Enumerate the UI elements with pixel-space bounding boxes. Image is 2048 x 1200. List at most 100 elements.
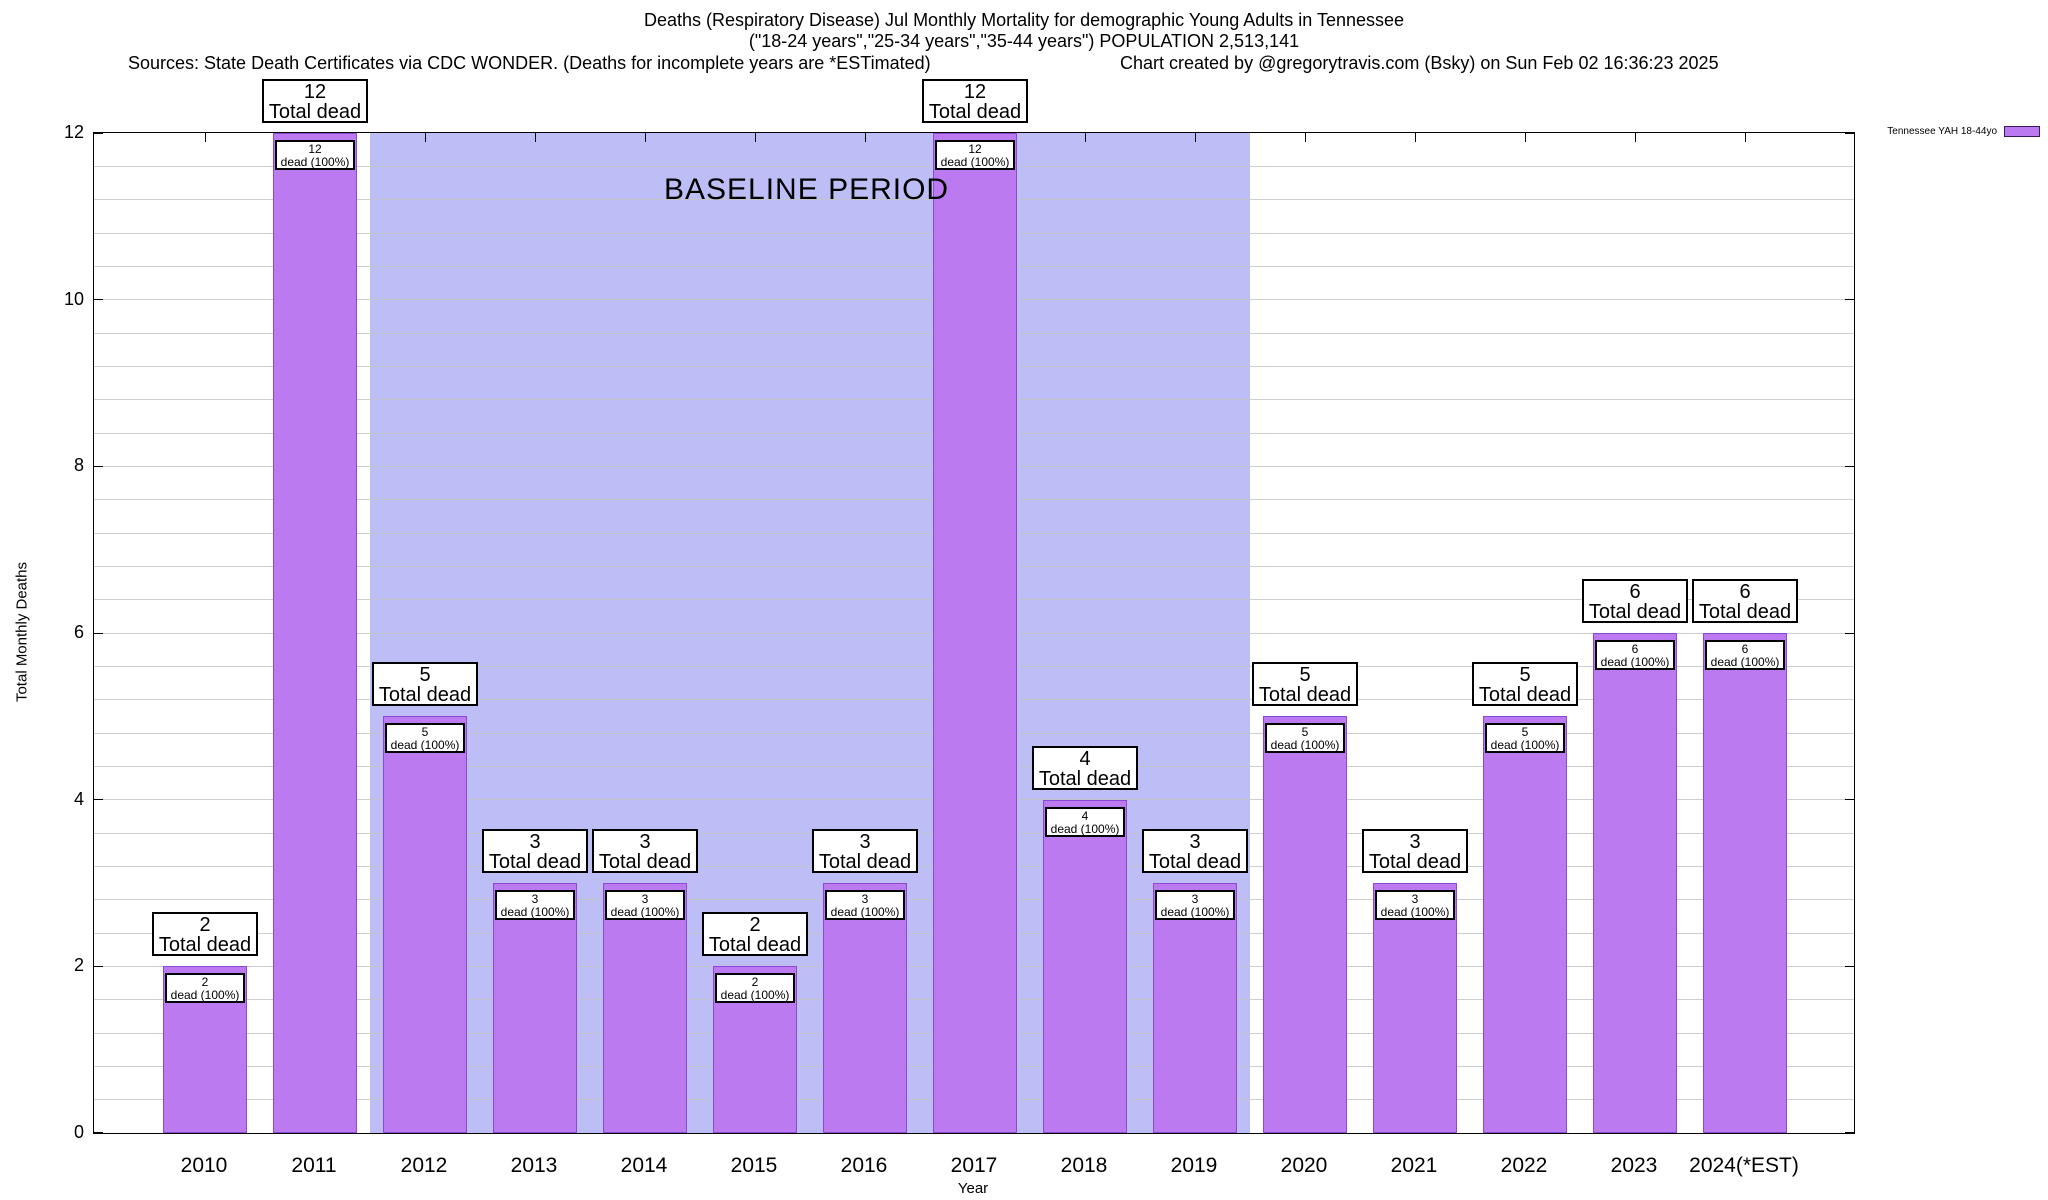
bar-value-label: 3 dead (100%) (1155, 890, 1235, 920)
y-axis-label-4: 4 (73, 788, 84, 809)
x-axis-label-2024(*EST): 2024(*EST) (1689, 1154, 1799, 1177)
bar-2021: 3 dead (100%) (1373, 883, 1457, 1133)
total-dead-label: 12 Total dead (262, 79, 368, 123)
total-dead-value: 12 (963, 81, 987, 103)
x-axis-label-2018: 2018 (1060, 1154, 1108, 1177)
total-dead-value: 6 (1739, 581, 1751, 603)
bar-value: 5 (1521, 725, 1529, 740)
total-dead-caption: Total dead (158, 934, 252, 957)
x-tick-mark (1304, 133, 1306, 142)
x-tick-mark (534, 133, 536, 142)
bar-2013: 3 dead (100%) (493, 883, 577, 1133)
legend: Tennessee YAH 18-44yo (1887, 126, 2040, 137)
bar-value: 2 (201, 975, 209, 990)
bar-value-label: 12 dead (100%) (935, 140, 1015, 170)
bar-value-label: 5 dead (100%) (1265, 723, 1345, 754)
bar-value: 4 (1081, 808, 1089, 823)
bar-value-label: 4 dead (100%) (1045, 806, 1125, 837)
total-dead-caption: Total dead (1478, 684, 1572, 707)
y-tick-mark (1845, 465, 1854, 467)
total-dead-value: 5 (1519, 664, 1531, 687)
bar-2014: 3 dead (100%) (603, 883, 687, 1133)
total-dead-value: 2 (749, 914, 761, 937)
total-dead-caption: Total dead (1698, 601, 1792, 623)
baseline-period-label: BASELINE PERIOD (664, 173, 950, 206)
total-dead-caption: Total dead (1368, 851, 1462, 873)
x-axis-label-2011: 2011 (291, 1154, 337, 1177)
y-tick-mark (94, 299, 103, 301)
x-axis-label-2014: 2014 (620, 1154, 668, 1177)
bar-value: 3 (1191, 892, 1199, 906)
y-tick-mark (94, 133, 103, 134)
y-tick-mark (1845, 299, 1854, 301)
bar-value: 6 (1631, 642, 1639, 656)
y-tick-mark (1845, 1132, 1854, 1133)
bar-value-caption: dead (100%) (390, 738, 460, 753)
bar-value: 3 (641, 892, 649, 906)
x-tick-mark (1414, 133, 1416, 142)
bar-value-caption: dead (100%) (280, 155, 350, 169)
x-axis-label-2017: 2017 (950, 1154, 998, 1177)
bar-2016: 3 dead (100%) (823, 883, 907, 1133)
bar-2022: 5 dead (100%) (1483, 716, 1567, 1133)
total-dead-label: 3 Total dead (1142, 829, 1248, 873)
bar-value-caption: dead (100%) (610, 905, 680, 919)
bar-value: 3 (531, 892, 539, 906)
bar-2015: 2 dead (100%) (713, 966, 797, 1133)
total-dead-value: 2 (199, 914, 211, 937)
bar-value: 5 (421, 725, 429, 740)
bar-2024(*EST): 6 dead (100%) (1703, 633, 1787, 1133)
sources-note: Sources: State Death Certificates via CD… (128, 53, 931, 73)
bar-value: 2 (751, 975, 759, 990)
x-axis-label-2015: 2015 (730, 1154, 778, 1177)
bar-value: 3 (861, 892, 869, 906)
bar-value-caption: dead (100%) (1160, 905, 1230, 919)
credit-note: Chart created by @gregorytravis.com (Bsk… (1120, 53, 1719, 73)
total-dead-label: 12 Total dead (922, 79, 1028, 123)
bar-value-label: 2 dead (100%) (715, 973, 795, 1004)
total-dead-value: 3 (529, 831, 541, 853)
total-dead-label: 5 Total dead (1472, 662, 1578, 707)
y-tick-mark (94, 632, 103, 634)
bar-value-caption: dead (100%) (170, 988, 240, 1003)
total-dead-label: 5 Total dead (372, 662, 478, 707)
x-axis-label-2020: 2020 (1280, 1154, 1328, 1177)
y-tick-mark (94, 465, 103, 467)
bar-value: 5 (1301, 725, 1309, 740)
y-axis-label-10: 10 (63, 288, 84, 309)
bar-value-caption: dead (100%) (500, 905, 570, 919)
y-tick-mark (1845, 965, 1854, 967)
bar-2010: 2 dead (100%) (163, 966, 247, 1133)
total-dead-value: 4 (1079, 747, 1091, 770)
total-dead-caption: Total dead (708, 934, 802, 957)
x-tick-mark (1194, 133, 1196, 142)
bar-2017: 12 dead (100%) (933, 133, 1017, 1133)
bar-value-label: 3 dead (100%) (605, 890, 685, 920)
total-dead-caption: Total dead (1588, 601, 1682, 623)
bar-value-caption: dead (100%) (830, 905, 900, 919)
x-tick-mark (864, 133, 866, 142)
legend-swatch-icon (2004, 126, 2040, 137)
chart-title: Deaths (Respiratory Disease) Jul Monthly… (643, 10, 1405, 30)
bar-value-caption: dead (100%) (1490, 738, 1560, 753)
y-tick-mark (94, 799, 103, 801)
total-dead-label: 3 Total dead (482, 829, 588, 873)
x-tick-mark (1634, 133, 1636, 142)
total-dead-caption: Total dead (1148, 851, 1242, 873)
y-axis-label-2: 2 (73, 955, 84, 976)
total-dead-caption: Total dead (928, 101, 1022, 123)
total-dead-caption: Total dead (1038, 767, 1132, 790)
bar-value-label: 2 dead (100%) (165, 973, 245, 1004)
y-axis-label-0: 0 (73, 1122, 84, 1142)
bar-value-label: 12 dead (100%) (275, 140, 355, 170)
bar-value-label: 3 dead (100%) (825, 890, 905, 920)
x-axis-label-2012: 2012 (400, 1154, 448, 1177)
total-dead-label: 5 Total dead (1252, 662, 1358, 707)
total-dead-label: 3 Total dead (592, 829, 698, 873)
bar-value: 3 (1411, 892, 1419, 906)
bar-value-caption: dead (100%) (940, 155, 1010, 169)
total-dead-caption: Total dead (818, 851, 912, 873)
bar-value-label: 6 dead (100%) (1705, 640, 1785, 670)
total-dead-caption: Total dead (598, 851, 692, 873)
